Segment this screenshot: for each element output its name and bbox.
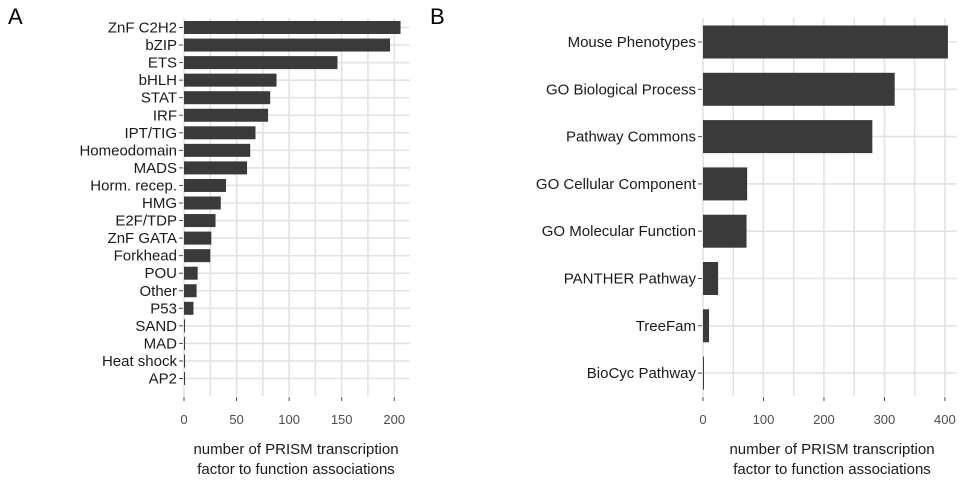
x-tick-label-200: 200 xyxy=(383,412,405,427)
category-label-biocyc-pathway: BioCyc Pathway xyxy=(587,365,697,382)
category-label-pou: POU xyxy=(144,265,177,282)
category-label-znf-c2h2: ZnF C2H2 xyxy=(108,20,177,37)
category-label-bzip: bZIP xyxy=(145,37,177,54)
x-tick-label-0: 0 xyxy=(180,412,187,427)
category-label-go-biological-process: GO Biological Process xyxy=(546,81,696,98)
x-axis-title-line-1: number of PRISM transcription xyxy=(729,441,934,458)
bar-biocyc-pathway xyxy=(703,356,704,390)
category-label-sand: SAND xyxy=(135,318,177,335)
bar-pathway-commons xyxy=(703,120,873,154)
bar-stat xyxy=(184,91,271,105)
category-label-mouse-phenotypes: Mouse Phenotypes xyxy=(568,34,696,51)
category-label-stat: STAT xyxy=(141,90,177,107)
x-axis-title-line-1: number of PRISM transcription xyxy=(193,441,398,458)
category-label-treefam: TreeFam xyxy=(636,318,696,335)
x-tick-label-150: 150 xyxy=(331,412,353,427)
category-label-bhlh: bHLH xyxy=(139,72,177,89)
category-label-other: Other xyxy=(139,283,177,300)
bar-znf-c2h2 xyxy=(184,21,401,34)
bar-p53 xyxy=(184,301,194,315)
bar-go-molecular-function xyxy=(703,214,747,248)
bar-mads xyxy=(184,161,248,175)
bar-homeodomain xyxy=(184,143,251,157)
bar-pou xyxy=(184,266,198,280)
x-tick-label-0: 0 xyxy=(699,412,706,427)
category-label-go-cellular-component: GO Cellular Component xyxy=(536,176,697,193)
bar-heat-shock xyxy=(184,354,186,368)
bar-mouse-phenotypes xyxy=(703,25,948,59)
category-label-ap2: AP2 xyxy=(149,371,177,388)
bar-irf xyxy=(184,108,269,122)
bar-ets xyxy=(184,56,338,70)
category-label-forkhead: Forkhead xyxy=(114,248,177,265)
category-label-horm-recep: Horm. recep. xyxy=(90,177,177,194)
bar-bhlh xyxy=(184,73,277,87)
bar-treefam xyxy=(703,309,710,343)
x-axis-title-line-2: factor to function associations xyxy=(733,461,931,478)
category-label-znf-gata: ZnF GATA xyxy=(108,230,177,247)
x-tick-label-300: 300 xyxy=(874,412,896,427)
bar-e2f-tdp xyxy=(184,214,216,228)
x-tick-label-50: 50 xyxy=(229,412,243,427)
category-label-panther-pathway: PANTHER Pathway xyxy=(564,271,697,288)
category-label-pathway-commons: Pathway Commons xyxy=(566,129,696,146)
category-label-go-molecular-function: GO Molecular Function xyxy=(542,223,696,240)
bar-ipt-tig xyxy=(184,126,256,140)
panel-a-letter: A xyxy=(8,4,23,29)
bar-horm-recep xyxy=(184,178,227,192)
bar-forkhead xyxy=(184,249,211,263)
bar-sand xyxy=(184,319,186,333)
bar-bzip xyxy=(184,38,391,52)
bar-go-cellular-component xyxy=(703,167,748,201)
x-tick-label-100: 100 xyxy=(278,412,300,427)
category-label-heat-shock: Heat shock xyxy=(102,353,178,370)
panel-b-letter: B xyxy=(430,4,445,29)
bar-go-biological-process xyxy=(703,72,895,106)
x-tick-label-400: 400 xyxy=(934,412,956,427)
x-tick-label-100: 100 xyxy=(753,412,775,427)
panel-b: B Mouse Phenotypes GO Biological Process Pa… xyxy=(430,4,957,478)
bar-znf-gata xyxy=(184,231,212,245)
bar-ap2 xyxy=(184,372,186,385)
bar-mad xyxy=(184,336,186,350)
category-label-mad: MAD xyxy=(144,335,178,352)
x-axis-title-line-2: factor to function associations xyxy=(197,461,395,478)
x-tick-label-200: 200 xyxy=(813,412,835,427)
bar-hmg xyxy=(184,196,221,210)
category-label-ets: ETS xyxy=(148,55,177,72)
category-label-ipt-tig: IPT/TIG xyxy=(125,125,178,142)
category-label-p53: P53 xyxy=(150,300,177,317)
category-label-mads: MADS xyxy=(134,160,177,177)
category-label-irf: IRF xyxy=(153,107,177,124)
bar-panther-pathway xyxy=(703,262,719,295)
panel-a: A ZnF C2H2bZIPETSbHLHSTATIRFIPT/TIGHomeod… xyxy=(8,4,410,478)
bar-other xyxy=(184,284,197,298)
category-label-homeodomain: Homeodomain xyxy=(79,142,177,159)
category-label-e2f-tdp: E2F/TDP xyxy=(115,213,177,230)
category-label-hmg: HMG xyxy=(142,195,177,212)
